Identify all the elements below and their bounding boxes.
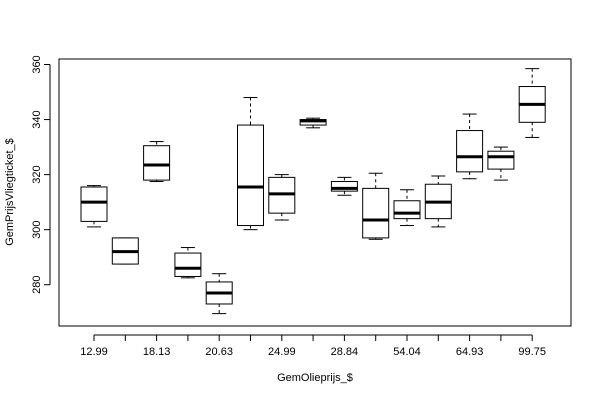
x-axis-label: GemOlieprijs_$ <box>277 372 353 384</box>
x-tick-label: 64.93 <box>456 346 484 358</box>
x-tick-label: 20.63 <box>205 346 233 358</box>
y-tick-label: 360 <box>31 55 43 73</box>
box-8 <box>299 117 327 129</box>
box-13 <box>456 113 484 180</box>
x-axis: 12.99 18.13 20.63 24.99 28.84 54.04 64.93 99.75 <box>80 334 546 358</box>
y-tick-label: 320 <box>31 165 43 183</box>
x-tick-label: 54.04 <box>393 346 421 358</box>
plot-frame <box>58 58 572 327</box>
iqr-box <box>174 252 202 277</box>
x-tick-label: 12.99 <box>80 346 108 358</box>
box-7 <box>268 174 296 221</box>
x-tick-label: 24.99 <box>268 346 296 358</box>
iqr-box <box>237 124 264 227</box>
y-axis-label: GemPrijsVliegticket_$ <box>4 138 16 246</box>
box-6 <box>237 97 264 231</box>
iqr-box <box>456 130 484 173</box>
box-5 <box>205 273 233 315</box>
box-9 <box>330 176 358 196</box>
box-1 <box>80 185 108 228</box>
box-3 <box>143 141 171 182</box>
box-10 <box>362 172 390 240</box>
box-15 <box>518 68 546 138</box>
box-2 <box>111 237 139 265</box>
boxes-group <box>80 68 546 315</box>
iqr-box <box>330 180 358 192</box>
iqr-box <box>80 186 108 222</box>
iqr-box <box>362 187 390 239</box>
y-axis: 280 300 320 340 360 <box>31 55 51 294</box>
x-tick-label: 99.75 <box>518 346 546 358</box>
iqr-box <box>393 200 421 220</box>
x-tick-label: 18.13 <box>143 346 171 358</box>
box-11 <box>393 189 421 227</box>
x-tick-label: 28.84 <box>331 346 359 358</box>
box-14 <box>487 146 515 181</box>
iqr-box <box>143 145 171 181</box>
y-tick-label: 300 <box>31 220 43 238</box>
box-12 <box>424 175 452 228</box>
y-tick-label: 280 <box>31 276 43 294</box>
y-tick-label: 340 <box>31 110 43 128</box>
box-4 <box>174 247 202 279</box>
iqr-box <box>487 150 515 170</box>
